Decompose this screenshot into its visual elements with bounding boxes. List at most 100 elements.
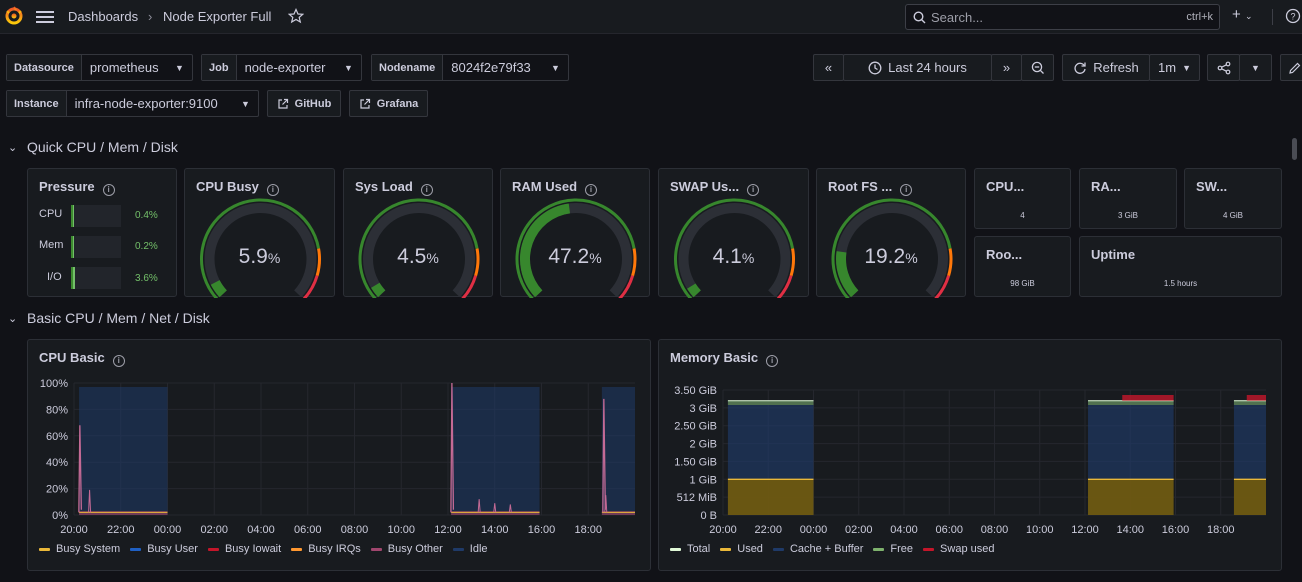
menu-icon[interactable] — [36, 9, 54, 25]
pressure-bar-fill — [73, 236, 74, 258]
gauge-arc — [515, 198, 637, 298]
zoom-out-button[interactable] — [1021, 54, 1054, 81]
time-shift-forward-button[interactable]: » — [991, 54, 1022, 81]
row-title-quick[interactable]: Quick CPU / Mem / Disk — [27, 139, 178, 155]
row-title-basic[interactable]: Basic CPU / Mem / Net / Disk — [27, 310, 210, 326]
busy-other-bump — [88, 489, 92, 513]
legend-item[interactable]: Total — [670, 543, 710, 555]
double-chevron-right-icon: » — [1002, 60, 1011, 75]
info-icon[interactable]: i — [266, 184, 279, 196]
used-area — [1233, 479, 1266, 515]
gauge-track — [363, 203, 475, 298]
info-icon[interactable]: i — [900, 184, 913, 196]
free-area — [1233, 400, 1266, 405]
busy-other-spike — [78, 425, 82, 513]
nodename-variable[interactable]: Nodename 8024f2e79f33 ▼ — [371, 54, 569, 81]
info-icon[interactable]: i — [112, 355, 125, 367]
x-tick-label: 06:00 — [294, 524, 322, 536]
refresh-interval-picker[interactable]: 1m ▼ — [1149, 54, 1200, 81]
legend-item[interactable]: Cache + Buffer — [772, 543, 863, 555]
search-icon — [913, 11, 926, 24]
gauge-arc — [200, 198, 321, 298]
gauge-fill — [836, 251, 859, 298]
gauge-threshold-band — [674, 198, 795, 298]
grafana-logo-icon[interactable] — [4, 6, 24, 26]
swap-used-area — [1246, 395, 1266, 401]
y-tick-label: 2 GiB — [689, 439, 717, 451]
instance-value[interactable]: infra-node-exporter:9100 — [74, 96, 218, 111]
refresh-button[interactable]: Refresh — [1062, 54, 1150, 81]
gauge-threshold-band — [631, 248, 637, 277]
busy-other-bump — [477, 499, 481, 513]
time-shift-back-button[interactable]: « — [813, 54, 844, 81]
cpu-basic-chart[interactable]: 0% 20% 40% 60% 80% 100% 20:00 22:00 00:00 02:00 04… — [28, 340, 652, 540]
idle-area — [451, 386, 540, 515]
nodename-value[interactable]: 8024f2e79f33 — [451, 60, 531, 75]
x-tick-label: 14:00 — [1116, 524, 1144, 536]
star-icon[interactable] — [288, 8, 304, 24]
pressure-mem-bar — [71, 236, 121, 258]
gauge-fill — [371, 282, 386, 298]
legend-swatch — [452, 547, 464, 551]
x-tick-label: 12:00 — [1071, 524, 1099, 536]
edit-button[interactable] — [1280, 54, 1302, 81]
info-icon[interactable]: i — [585, 184, 598, 196]
row-collapse-chevron-icon[interactable]: ⌄ — [8, 313, 18, 325]
pressure-cpu-label: CPU — [39, 208, 63, 220]
legend-item[interactable]: Busy System — [39, 543, 120, 555]
x-tick-label: 12:00 — [434, 524, 462, 536]
info-icon[interactable]: i — [102, 184, 115, 196]
time-range-picker[interactable]: Last 24 hours — [843, 54, 992, 81]
gauge-panel: SWAP Us... i 4.1% — [658, 168, 809, 298]
legend-item[interactable]: Busy IRQs — [291, 543, 361, 555]
time-range-label: Last 24 hours — [888, 60, 967, 75]
x-tick-label: 18:00 — [1207, 524, 1235, 536]
gauge-track — [678, 203, 791, 298]
legend-label: Busy Other — [387, 543, 443, 555]
legend-label: Busy IRQs — [308, 543, 361, 555]
datasource-value[interactable]: prometheus — [89, 60, 159, 75]
info-icon[interactable]: i — [747, 184, 760, 196]
breadcrumb-dashboards[interactable]: Dashboards — [68, 9, 139, 24]
scrollbar-thumb[interactable] — [1292, 138, 1297, 160]
help-icon[interactable]: ? — [1285, 8, 1301, 24]
info-icon[interactable]: i — [766, 355, 779, 367]
breadcrumb-separator: › — [148, 9, 153, 24]
legend-item[interactable]: Busy Iowait — [207, 543, 281, 555]
legend-swatch — [39, 547, 50, 551]
legend-item[interactable]: Busy Other — [370, 543, 443, 555]
refresh-icon — [1074, 62, 1086, 74]
share-button[interactable] — [1207, 54, 1240, 81]
legend-item[interactable]: Busy User — [130, 543, 198, 555]
legend-item[interactable]: Swap used — [923, 543, 994, 555]
github-link-button[interactable]: GitHub — [267, 90, 341, 117]
share-dropdown-button[interactable]: ▼ — [1239, 54, 1272, 81]
job-variable[interactable]: Job node-exporter ▼ — [201, 54, 362, 81]
legend-item[interactable]: Used — [720, 543, 763, 555]
pressure-panel: Pressure i CPU 0.4% Mem 0.2% I/O 3.6% — [27, 168, 177, 297]
pressure-mem-label: Mem — [39, 239, 64, 251]
legend-swatch — [720, 547, 732, 551]
job-value[interactable]: node-exporter — [244, 60, 326, 75]
chevron-down-icon: ▼ — [1182, 62, 1191, 73]
breadcrumb-current-dashboard[interactable]: Node Exporter Full — [163, 9, 272, 24]
gauge-threshold-band — [934, 275, 951, 298]
row-collapse-chevron-icon[interactable]: ⌄ — [8, 142, 18, 154]
datasource-variable[interactable]: Datasource prometheus ▼ — [6, 54, 193, 81]
datasource-label: Datasource — [7, 55, 82, 80]
info-icon[interactable]: i — [420, 184, 433, 196]
x-tick-label: 16:00 — [1162, 524, 1190, 536]
panel-title: Uptime — [1091, 247, 1136, 262]
search-shortcut: ctrl+k — [1186, 11, 1213, 23]
instance-variable[interactable]: Instance infra-node-exporter:9100 ▼ — [6, 90, 259, 117]
x-tick-label: 02:00 — [845, 524, 873, 536]
memory-basic-chart[interactable]: 0 B 512 MiB 1 GiB 1.50 GiB 2 GiB 2.50 GiB 3 Gi… — [659, 340, 1283, 540]
legend-item[interactable]: Free — [873, 543, 913, 555]
gauge-value: 4.1% — [712, 245, 755, 268]
legend-item[interactable]: Idle — [452, 543, 488, 555]
new-button[interactable]: + ⌄ — [1232, 6, 1252, 23]
stat-value: 98 GiB — [1010, 279, 1035, 288]
idle-area — [79, 386, 168, 515]
search-input[interactable]: Search... ctrl+k — [905, 4, 1220, 30]
grafana-link-button[interactable]: Grafana — [349, 90, 428, 117]
